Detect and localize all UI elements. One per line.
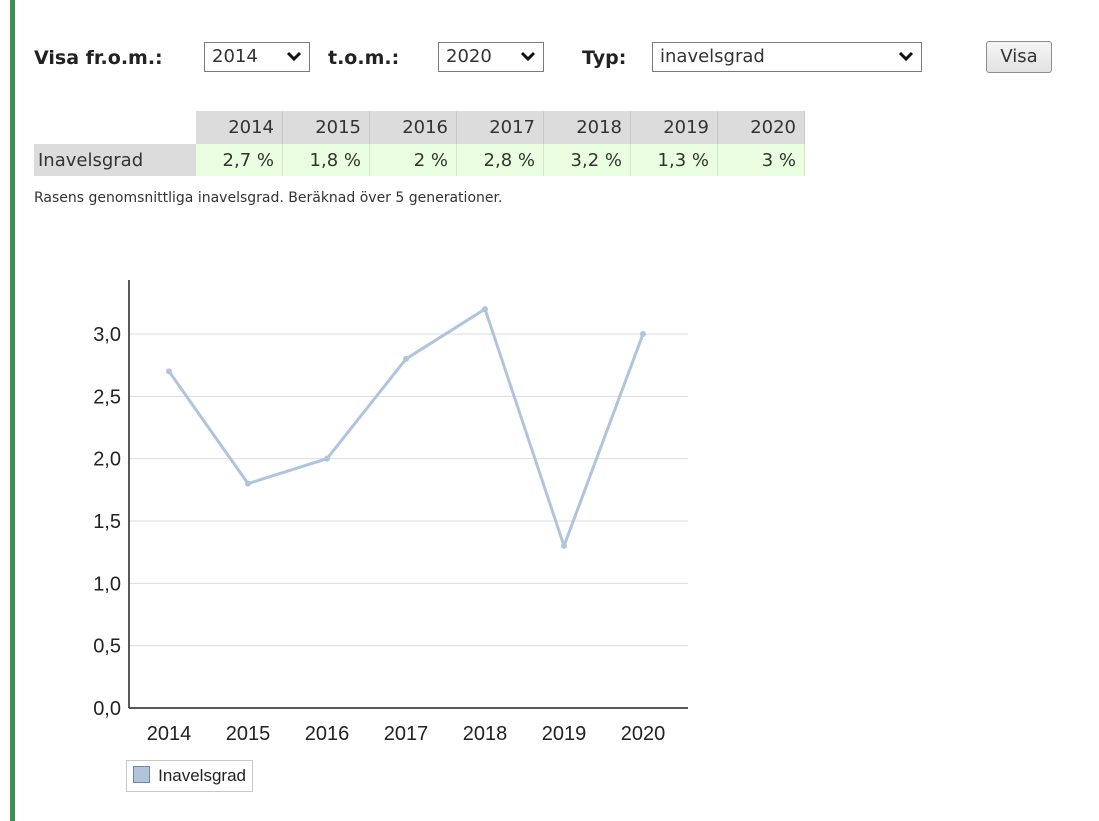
table-header-cell: 2019 (630, 111, 718, 144)
x-tick-label: 2020 (621, 723, 666, 745)
type-select[interactable]: inavelsgrad (652, 42, 922, 72)
data-point (166, 368, 172, 375)
table-cell: 2,7 % (196, 144, 283, 176)
type-label: Typ: (582, 47, 627, 69)
table-row: Inavelsgrad 2,7 % 1,8 % 2 % 2,8 % 3,2 % … (34, 144, 805, 176)
from-year-select[interactable]: 2014 (204, 42, 310, 72)
data-point (403, 355, 409, 362)
data-point (482, 306, 488, 313)
table-cell: 1,8 % (282, 144, 370, 176)
type-value: inavelsgrad (660, 46, 765, 67)
y-tick-label: 1,0 (93, 573, 121, 595)
accent-bar (10, 0, 15, 821)
table-caption: Rasens genomsnittliga inavelsgrad. Beräk… (34, 190, 503, 206)
y-tick-label: 1,5 (93, 511, 121, 533)
legend-swatch (133, 766, 150, 783)
y-tick-label: 0,5 (93, 636, 121, 658)
table-row-label: Inavelsgrad (34, 144, 196, 176)
from-label: Visa fr.o.m.: (34, 47, 163, 69)
y-tick-label: 0,0 (93, 698, 121, 720)
table-header-cell: 2017 (456, 111, 544, 144)
y-tick-label: 3,0 (93, 324, 121, 346)
chevron-down-icon (286, 51, 302, 62)
x-tick-label: 2016 (305, 723, 350, 745)
table-cell: 2 % (369, 144, 457, 176)
table-header-row: 2014 2015 2016 2017 2018 2019 2020 (34, 111, 805, 144)
table-cell: 1,3 % (630, 144, 718, 176)
data-point (561, 542, 567, 549)
table-header-cell: 2020 (717, 111, 805, 144)
filter-row: Visa fr.o.m.: 2014 t.o.m.: 2020 Typ: ina… (34, 36, 1094, 76)
x-tick-label: 2017 (384, 723, 429, 745)
table-header-cell: 2015 (282, 111, 370, 144)
y-tick-label: 2,5 (93, 386, 121, 408)
x-tick-label: 2015 (226, 723, 271, 745)
y-tick-label: 2,0 (93, 449, 121, 471)
x-tick-label: 2018 (463, 723, 508, 745)
show-button[interactable]: Visa (986, 41, 1052, 73)
to-label: t.o.m.: (328, 47, 400, 69)
table-cell: 3 % (717, 144, 805, 176)
data-point (640, 331, 646, 337)
chart-legend: Inavelsgrad (126, 760, 253, 792)
from-year-value: 2014 (212, 46, 258, 67)
data-table: 2014 2015 2016 2017 2018 2019 2020 Inave… (34, 111, 805, 176)
table-header-cell: 2018 (543, 111, 631, 144)
x-tick-label: 2014 (147, 723, 192, 745)
table-header-cell: 2014 (196, 111, 283, 144)
table-cell: 3,2 % (543, 144, 631, 176)
data-point (245, 480, 251, 487)
to-year-value: 2020 (446, 46, 492, 67)
data-point (324, 455, 330, 462)
series-line-inavelsgrad (167, 307, 645, 548)
chevron-down-icon (520, 51, 536, 62)
legend-label: Inavelsgrad (158, 766, 246, 785)
table-cell: 2,8 % (456, 144, 544, 176)
x-tick-label: 2019 (542, 723, 587, 745)
chevron-down-icon (898, 51, 914, 62)
table-header-cell: 2016 (369, 111, 457, 144)
to-year-select[interactable]: 2020 (438, 42, 544, 72)
